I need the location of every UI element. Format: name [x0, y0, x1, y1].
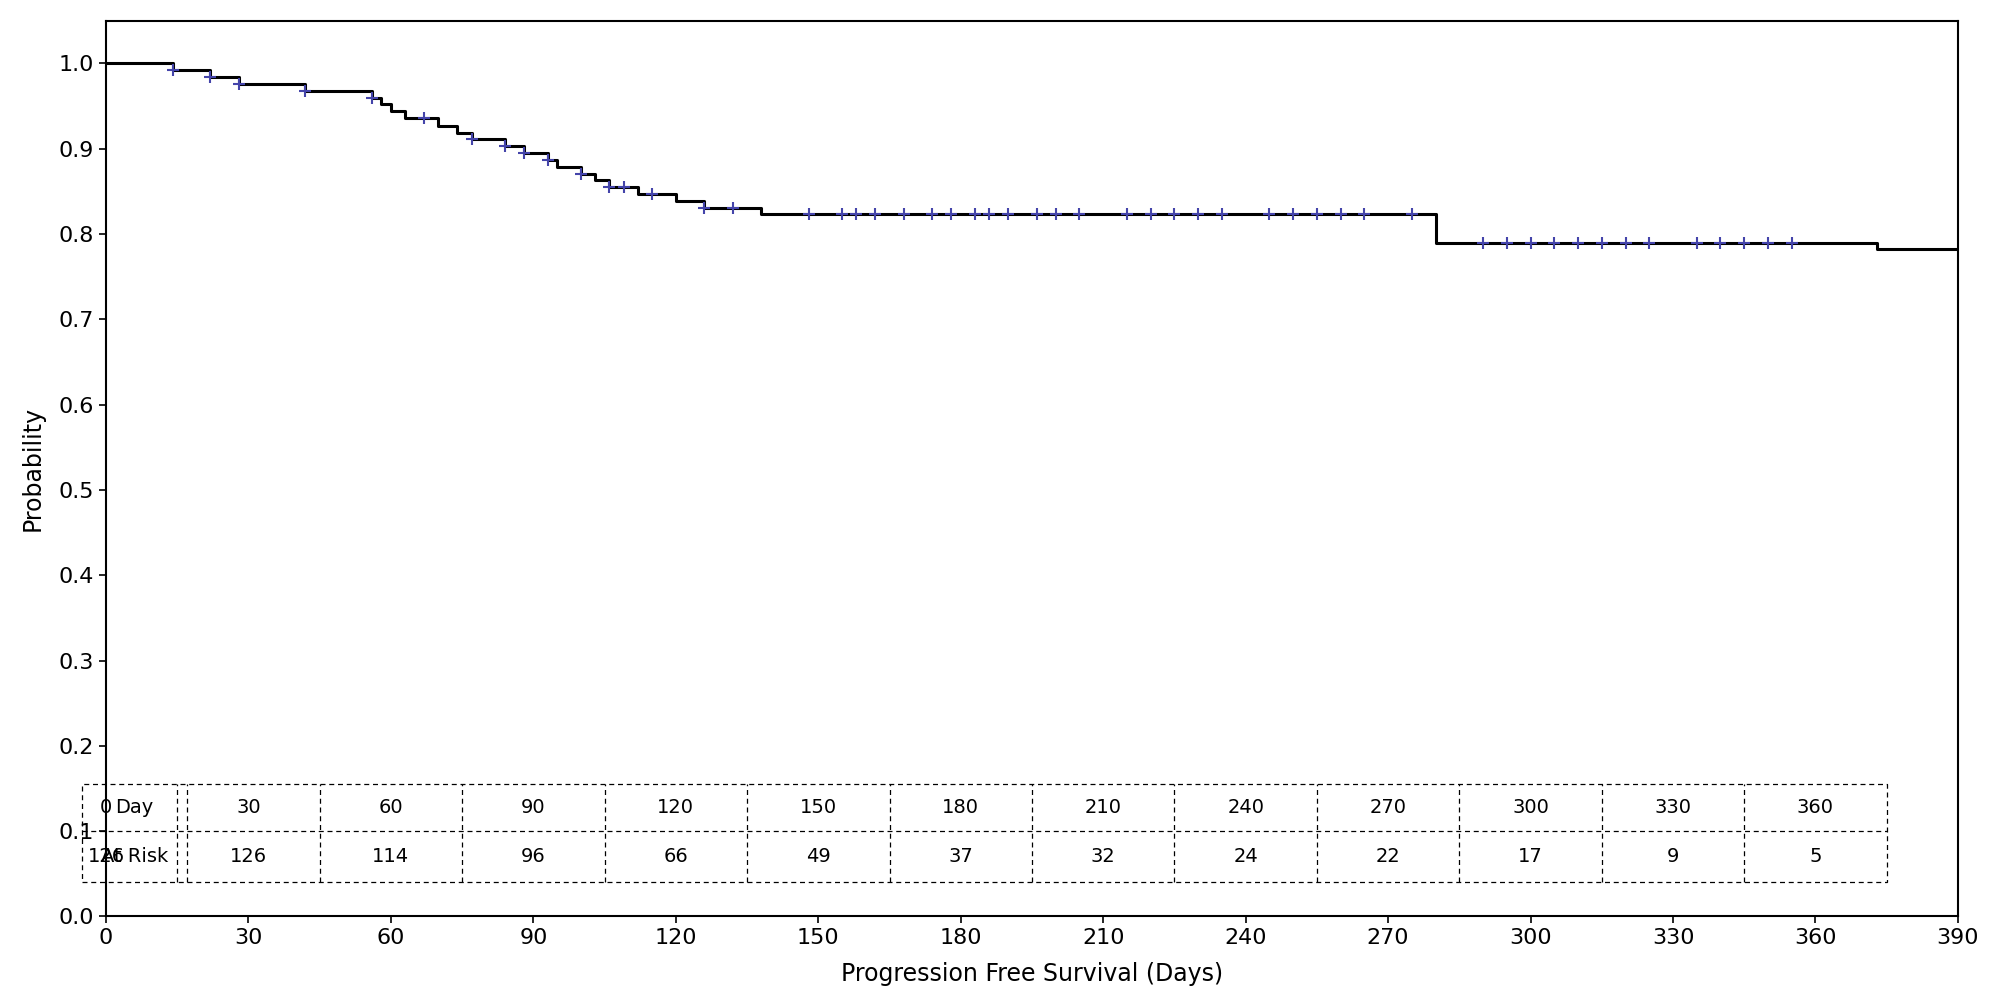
Text: 5: 5: [1810, 847, 1822, 866]
Text: 300: 300: [1512, 799, 1548, 818]
Text: 49: 49: [806, 847, 830, 866]
Y-axis label: Probability: Probability: [20, 406, 44, 532]
Text: 9: 9: [1666, 847, 1680, 866]
Text: 32: 32: [1090, 847, 1116, 866]
Text: 114: 114: [372, 847, 410, 866]
Text: 60: 60: [378, 799, 404, 818]
Text: 30: 30: [236, 799, 260, 818]
Text: 0: 0: [100, 799, 112, 818]
Text: 37: 37: [948, 847, 974, 866]
Text: 126: 126: [230, 847, 268, 866]
Text: 180: 180: [942, 799, 980, 818]
Text: 126: 126: [88, 847, 124, 866]
Text: 360: 360: [1796, 799, 1834, 818]
Text: 90: 90: [522, 799, 546, 818]
X-axis label: Progression Free Survival (Days): Progression Free Survival (Days): [840, 962, 1224, 986]
Text: 240: 240: [1228, 799, 1264, 818]
Text: 210: 210: [1084, 799, 1122, 818]
Text: 330: 330: [1654, 799, 1692, 818]
Text: 120: 120: [658, 799, 694, 818]
Text: Day: Day: [116, 799, 154, 818]
Text: 17: 17: [1518, 847, 1542, 866]
Text: 96: 96: [522, 847, 546, 866]
Text: 66: 66: [664, 847, 688, 866]
Text: At Risk: At Risk: [100, 847, 168, 866]
Text: 24: 24: [1234, 847, 1258, 866]
Text: 150: 150: [800, 799, 836, 818]
Text: 22: 22: [1376, 847, 1400, 866]
Text: 270: 270: [1370, 799, 1406, 818]
